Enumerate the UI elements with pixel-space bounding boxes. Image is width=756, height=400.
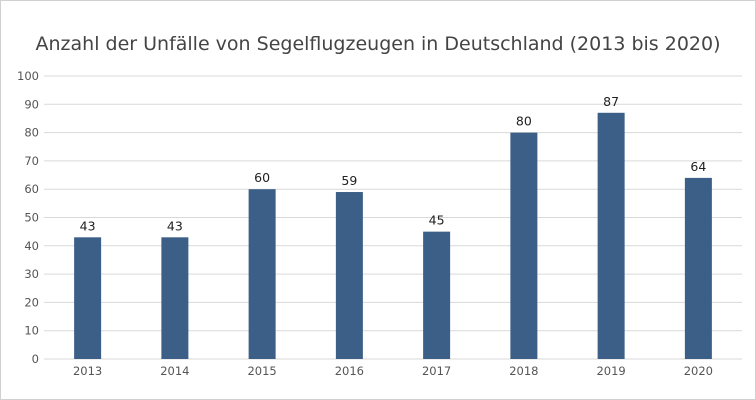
x-tick-label: 2016 [335, 364, 364, 378]
y-tick-label: 0 [32, 352, 39, 366]
y-tick-label: 30 [24, 267, 39, 281]
y-tick-label: 50 [24, 211, 39, 225]
y-tick-label: 20 [24, 295, 39, 309]
data-label: 87 [603, 94, 619, 109]
y-tick-label: 100 [17, 69, 39, 83]
data-label: 60 [254, 170, 270, 185]
x-tick-label: 2014 [160, 364, 189, 378]
data-label: 43 [167, 218, 183, 233]
bar-2013 [74, 237, 102, 359]
bar-2014 [161, 237, 189, 359]
y-tick-label: 90 [24, 97, 39, 111]
data-label: 59 [341, 173, 357, 188]
x-tick-label: 2015 [247, 364, 276, 378]
bar-2016 [335, 192, 363, 359]
x-tick-label: 2019 [596, 364, 625, 378]
x-tick-label: 2018 [509, 364, 538, 378]
x-tick-label: 2017 [422, 364, 451, 378]
x-tick-label: 2013 [73, 364, 102, 378]
data-label: 64 [690, 159, 706, 174]
bar-2017 [423, 231, 451, 359]
y-tick-label: 70 [24, 154, 39, 168]
y-tick-label: 10 [24, 324, 39, 338]
bar-2020 [684, 177, 712, 359]
chart-title: Anzahl der Unfälle von Segelflugzeugen i… [35, 33, 721, 55]
data-label: 45 [429, 213, 445, 228]
bar-2019 [597, 112, 625, 359]
y-tick-label: 40 [24, 239, 39, 253]
bar-2015 [248, 189, 276, 359]
x-tick-label: 2020 [684, 364, 713, 378]
data-label: 43 [80, 218, 96, 233]
y-tick-label: 60 [24, 182, 39, 196]
data-label: 80 [516, 114, 532, 129]
y-tick-label: 80 [24, 126, 39, 140]
bar-2018 [510, 132, 538, 359]
